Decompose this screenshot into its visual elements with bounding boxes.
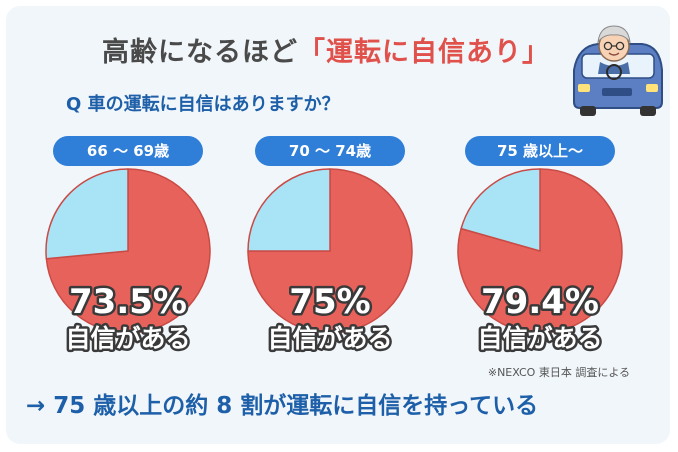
pie-caption-70-74: 自信がある [267, 324, 392, 353]
source-note: ※NEXCO 東日本 調査による [487, 366, 630, 379]
age-badge-70-74: 70 〜 74歳 [255, 136, 405, 166]
pie-caption-66-69: 自信がある [65, 324, 190, 353]
headline: 高齢になるほど「運転に自信あり」 [102, 30, 550, 70]
pie-slice-75-plus-other [460, 168, 541, 252]
pie-value-label-66-69: 73.5% [69, 282, 187, 322]
pie-caption-75-plus: 自信がある [477, 324, 602, 353]
pie-slice-70-74-confident [247, 168, 413, 334]
infographic-frame: 高齢になるほど「運転に自信あり」 Q 車の運転に自信はありますか？ 66 〜 6… [6, 6, 670, 444]
headline-prefix: 高齢になるほど [102, 37, 298, 68]
pie-value-label-75-plus: 79.4% [481, 282, 599, 322]
pie-value-label-70-74: 75% [289, 282, 370, 322]
pie-slice-70-74-other [247, 168, 331, 252]
survey-question: Q 車の運転に自信はありますか？ [66, 94, 340, 115]
headline-highlight: 「運転に自信あり」 [298, 37, 550, 68]
age-badge-75-plus: 75 歳以上〜 [465, 136, 615, 166]
pie-slice-75-plus-confident [457, 168, 623, 334]
age-badge-66-69: 66 〜 69歳 [53, 136, 203, 166]
pie-slice-66-69-other [45, 168, 129, 260]
conclusion-text: → 75 歳以上の約 8 割が運転に自信を持っている [26, 393, 539, 419]
elderly-driver-car-icon [573, 25, 663, 116]
